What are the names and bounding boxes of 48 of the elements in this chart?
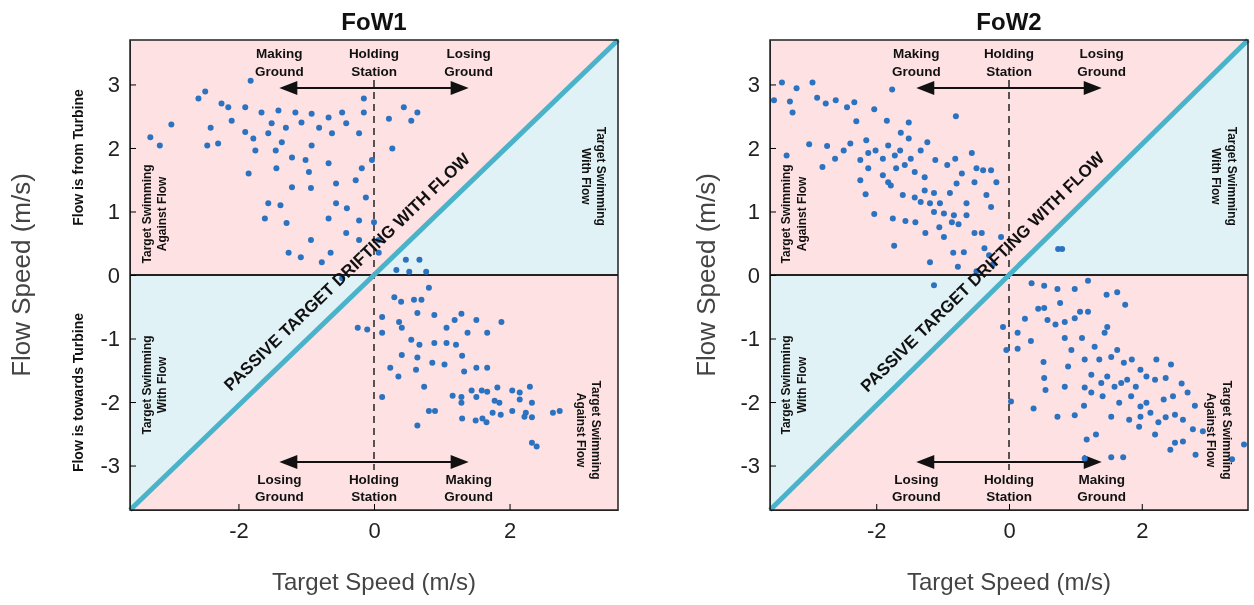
annotation: Holding Station [983, 471, 1035, 505]
annotation: Holding Station [983, 46, 1035, 79]
annotation: Target Swimming With Flow [1209, 126, 1239, 226]
annotation: Making Ground [444, 471, 494, 505]
x-axis-title: Target Speed (m/s) [271, 568, 477, 595]
y-tick-label: -1 [740, 326, 760, 352]
annotation: Target Swimming With Flow [578, 126, 609, 226]
y-tick-label: 0 [107, 262, 120, 288]
y-tick-label: 3 [747, 72, 760, 97]
annotation: Making Ground [891, 46, 941, 79]
y-axis-title: Flow Speed (m/s) [6, 173, 36, 377]
x-tick-label: -2 [866, 517, 887, 543]
x-tick-label: 2 [503, 517, 517, 543]
annotation: Making Ground [1077, 471, 1127, 505]
y-tick-label: 3 [107, 72, 120, 97]
annotation: Target Swimming With Flow [779, 335, 809, 435]
y-axis-title: Flow Speed (m/s) [691, 173, 721, 377]
y-tick-label: -2 [740, 389, 760, 415]
y-tick-label: -1 [100, 326, 120, 352]
x-axis-title: Target Speed (m/s) [906, 568, 1112, 595]
x-tick-label: 2 [1136, 517, 1149, 543]
y-tick-label: 0 [747, 262, 760, 288]
x-tick-label: -2 [229, 517, 249, 543]
annotation: Target Swimming Against Flow [139, 164, 170, 264]
y-tick-label: 2 [747, 135, 760, 161]
y-tick-label: 2 [107, 135, 120, 161]
annotation: Losing Ground [254, 471, 304, 505]
x-tick-label: 0 [1003, 517, 1016, 543]
y-tick-label: -3 [100, 453, 120, 479]
y-tick-label: 1 [107, 199, 120, 225]
annotation: Target Swimming Against Flow [573, 380, 604, 480]
y-tick-label: -2 [100, 389, 120, 415]
text: Flow is towards Turbine [69, 312, 86, 473]
y-tick-label: 1 [747, 199, 760, 225]
text: Flow is from Turbine [69, 88, 86, 226]
annotation: Losing Ground [1077, 46, 1127, 79]
chart-title: FoW2 [976, 8, 1042, 35]
annotation: Losing Ground [444, 46, 494, 79]
annotation: Losing Ground [891, 471, 941, 505]
annotation: Target Swimming With Flow [139, 335, 170, 435]
annotation: Target Swimming Against Flow [1204, 380, 1234, 480]
x-tick-label: 0 [368, 517, 381, 543]
annotation: Holding Station [348, 471, 400, 505]
y-tick-label: -3 [740, 453, 760, 479]
annotation: Making Ground [254, 46, 304, 79]
chart-title: FoW1 [341, 8, 407, 35]
annotation: Holding Station [348, 46, 400, 79]
annotation: Target Swimming Against Flow [779, 164, 809, 264]
